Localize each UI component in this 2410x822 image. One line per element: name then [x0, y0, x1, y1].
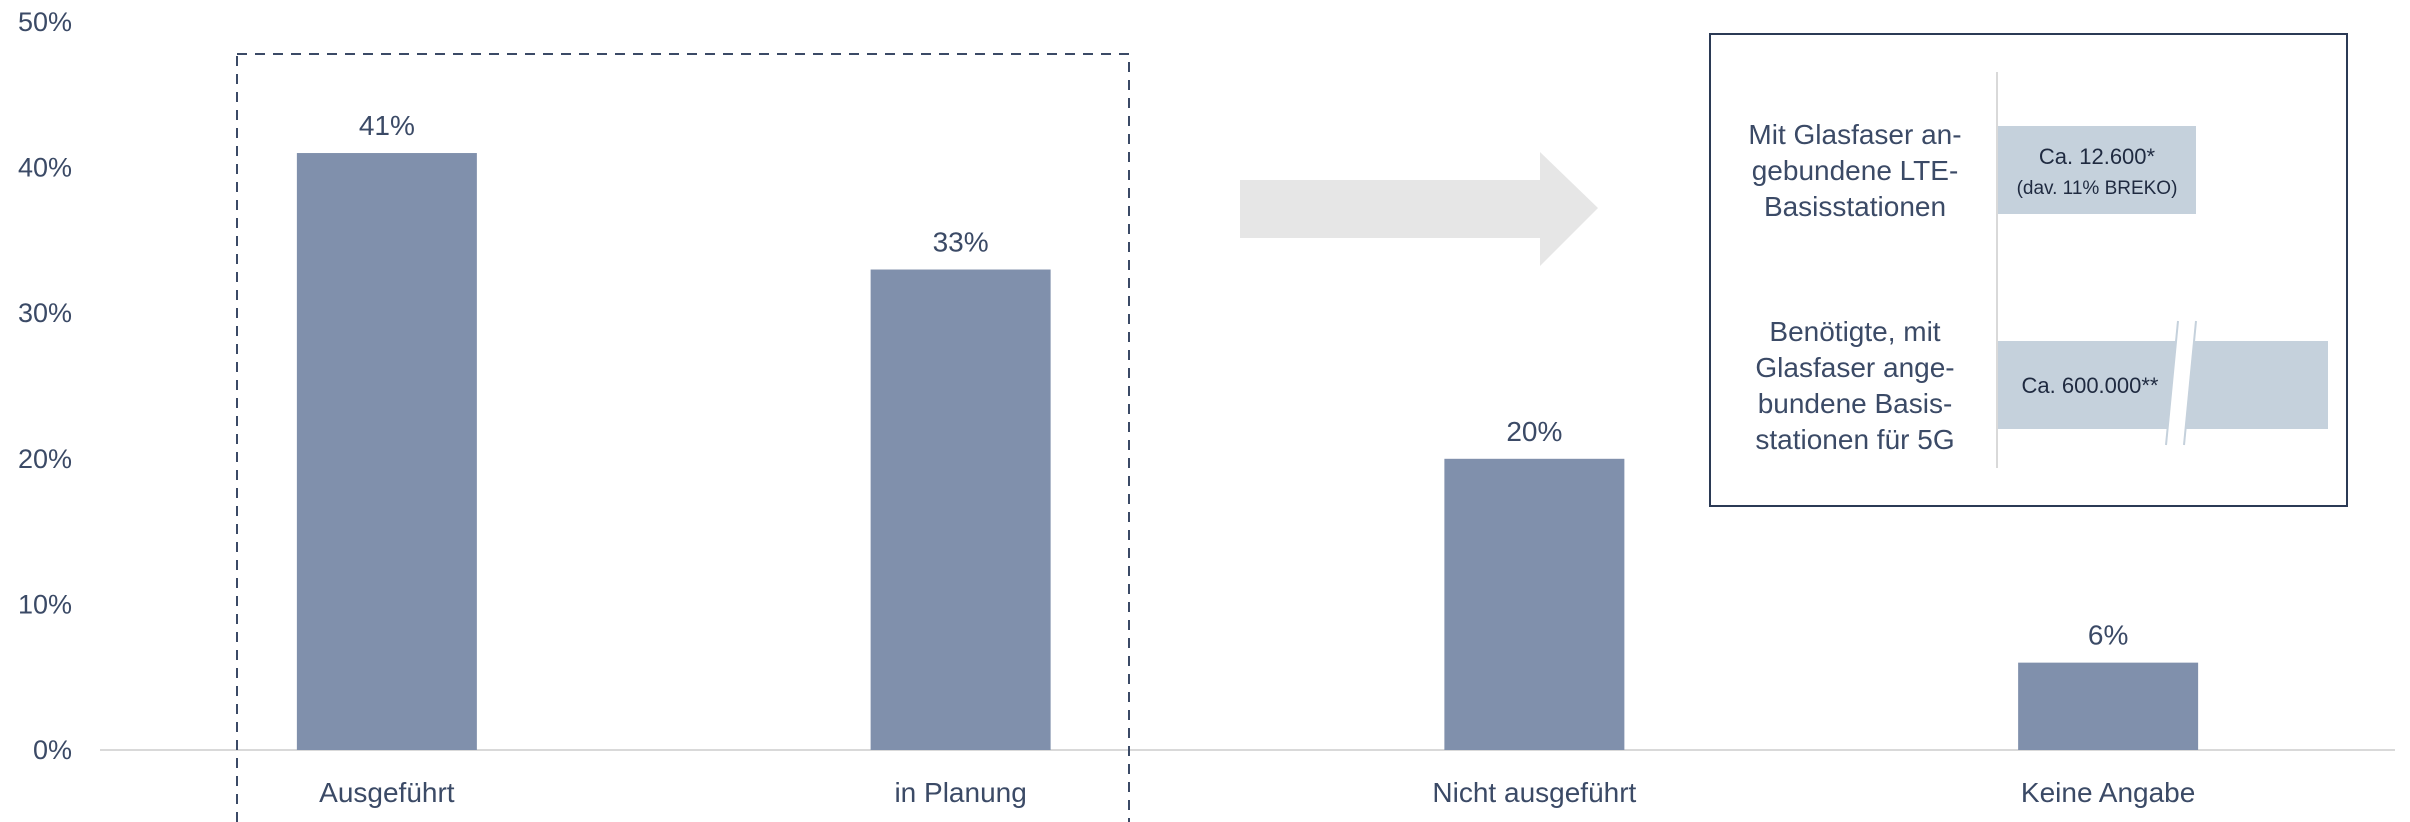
bars: [296, 153, 2199, 751]
callout-bar: [1998, 126, 2196, 214]
bar-value-labels: 41% 33% 20% 6%: [359, 110, 2129, 651]
y-tick-label: 50%: [18, 7, 72, 37]
bar: [2018, 662, 2199, 750]
callout-bar-value: (dav. 11% BREKO): [2017, 178, 2178, 199]
y-tick-label: 30%: [18, 298, 72, 328]
x-tick-label: Ausgeführt: [319, 777, 455, 808]
bar-value-label: 41%: [359, 110, 415, 141]
x-tick-label: Nicht ausgeführt: [1432, 777, 1636, 808]
bar-value-label: 20%: [1506, 416, 1562, 447]
callout-row-label: Mit Glasfaser an-: [1748, 119, 1961, 150]
x-axis-labels: Ausgeführt in Planung Nicht ausgeführt Kein…: [319, 777, 2195, 808]
callout-box: Mit Glasfaser an-gebundene LTE- Basisstat…: [1709, 33, 2348, 507]
callout-row-label: Basisstationen: [1764, 191, 1946, 222]
callout-row-label: Glasfaser ange-: [1755, 352, 1954, 383]
callout-row-label: bundene Basis-: [1758, 388, 1953, 419]
callout-row-label: stationen für 5G: [1755, 424, 1954, 455]
callout-row-label: gebundene LTE-: [1752, 155, 1959, 186]
axis-break-line: [2183, 320, 2197, 446]
bar: [870, 269, 1051, 750]
callout-bar-value: Ca. 600.000**: [2022, 373, 2159, 398]
axis-break-line: [2165, 320, 2179, 446]
bar-value-label: 33%: [933, 227, 989, 258]
axis-break-mark: [2166, 321, 2196, 445]
x-tick-label: in Planung: [894, 777, 1026, 808]
x-tick-label: Keine Angabe: [2021, 777, 2195, 808]
arrow-right-icon: [1240, 152, 1598, 266]
y-tick-label: 10%: [18, 589, 72, 619]
callout-bar: [1998, 341, 2328, 429]
y-tick-label: 40%: [18, 153, 72, 183]
y-axis-labels: 0% 10% 20% 30% 40% 50%: [18, 7, 72, 765]
bar: [296, 153, 477, 751]
y-tick-label: 20%: [18, 444, 72, 474]
callout-bar-value: Ca. 12.600*: [2039, 144, 2156, 169]
bar: [1444, 458, 1625, 750]
highlight-dashed-box: [236, 53, 1130, 822]
callout-row-label: Benötigte, mit: [1769, 316, 1940, 347]
y-tick-label: 0%: [33, 735, 72, 765]
bar-value-label: 6%: [2088, 620, 2128, 651]
